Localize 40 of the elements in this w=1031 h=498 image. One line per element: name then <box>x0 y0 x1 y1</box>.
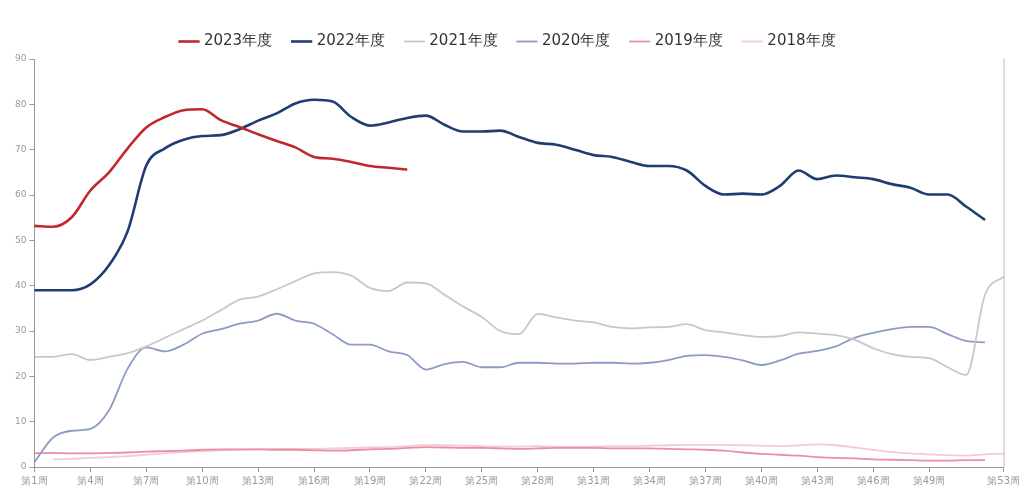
x-tick-label: 第28周 <box>521 474 555 486</box>
legend-label: 2019年度 <box>654 31 723 50</box>
x-tick-label: 第7周 <box>133 474 160 486</box>
x-tick-label: 第10周 <box>185 474 219 486</box>
x-tick-label: 第34周 <box>633 474 666 486</box>
y-tick-label: 80 <box>15 98 27 109</box>
x-tick-label: 第53周 <box>987 474 1020 486</box>
x-tick-label: 第22周 <box>409 474 443 486</box>
legend-label: 2021年度 <box>429 31 498 50</box>
y-tick-label: 0 <box>20 461 27 472</box>
legend-label: 2023年度 <box>203 31 273 50</box>
line-series <box>33 312 986 463</box>
x-tick-label: 第37周 <box>689 474 722 486</box>
line-series <box>33 108 409 229</box>
x-tick-label: 第40周 <box>744 474 778 486</box>
x-tick-label: 第1周 <box>21 474 48 486</box>
line-series <box>33 98 987 292</box>
legend-label: 2018年度 <box>767 31 836 50</box>
y-tick-label: 60 <box>15 189 27 200</box>
y-tick-label: 20 <box>15 370 27 381</box>
legend-label: 2020年度 <box>542 31 611 50</box>
y-tick-label: 50 <box>15 234 27 245</box>
y-tick-label: 90 <box>15 53 27 64</box>
y-tick-label: 10 <box>15 416 27 427</box>
y-tick-label: 40 <box>15 280 27 291</box>
line-series <box>33 271 1005 376</box>
line-series <box>52 443 1005 461</box>
x-tick-label: 第49周 <box>912 474 946 486</box>
x-tick-label: 第4周 <box>77 474 104 486</box>
x-tick-label: 第46周 <box>856 474 890 486</box>
x-tick-label: 第43周 <box>800 474 834 486</box>
x-tick-label: 第13周 <box>241 474 275 486</box>
x-tick-label: 第25周 <box>465 474 499 486</box>
line-series <box>33 446 986 462</box>
legend-label: 2022年度 <box>316 31 385 50</box>
y-tick-label: 30 <box>15 325 27 336</box>
x-tick-label: 第16周 <box>297 474 331 486</box>
y-tick-label: 70 <box>15 144 27 155</box>
x-tick-label: 第31周 <box>577 474 610 486</box>
x-tick-label: 第19周 <box>353 474 387 486</box>
